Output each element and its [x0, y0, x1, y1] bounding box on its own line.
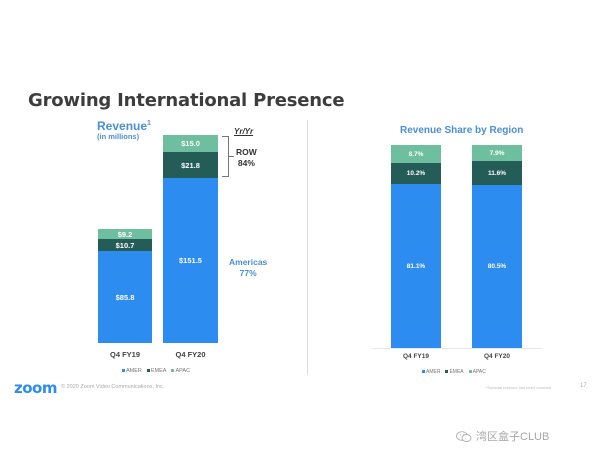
zoom-logo: zoom	[14, 379, 57, 397]
bar-segment-apac: $15.0	[163, 135, 218, 152]
bar-segment-amer: $151.5	[163, 178, 218, 343]
wechat-icon	[456, 430, 472, 442]
revenue-chart-title: Revenue1	[97, 119, 151, 133]
americas-growth-value: 77%	[239, 268, 257, 278]
legend-item-apac: APAC	[171, 368, 190, 374]
footnote-text: ¹Subtotal revenue has been rounded	[486, 385, 551, 390]
revenue-legend: AMER EMEA APAC	[122, 368, 190, 374]
row-bracket	[222, 136, 229, 177]
revenue-title-text: Revenue	[97, 119, 148, 133]
legend-item-amer: AMER	[122, 368, 142, 374]
revenue-bar-fy20: $15.0 $21.8 $151.5	[163, 135, 218, 343]
bar-segment-emea: 10.2%	[391, 163, 441, 184]
copyright-text: © 2020 Zoom Video Communications, Inc.	[61, 384, 165, 390]
watermark-text: 湾区盒子CLUB	[476, 431, 550, 443]
x-label-fy19: Q4 FY19	[402, 353, 429, 360]
page-number: 17	[580, 383, 587, 389]
bar-segment-amer: 80.5%	[472, 185, 522, 348]
bar-segment-apac: $9.2	[98, 229, 152, 239]
revenue-bar-fy19: $9.2 $10.7 $85.8	[98, 229, 152, 343]
legend-label: EMEA	[449, 369, 464, 375]
row-growth-value: 84%	[237, 158, 255, 168]
legend-swatch-apac	[171, 369, 175, 373]
x-label-fy20: Q4 FY20	[175, 350, 206, 359]
bar-segment-emea: 11.6%	[472, 161, 522, 185]
legend-item-emea: EMEA	[146, 368, 167, 374]
legend-swatch-emea	[146, 369, 150, 373]
legend-label: APAC	[175, 368, 191, 374]
legend-label: EMEA	[150, 368, 167, 374]
bar-segment-emea: $21.8	[163, 152, 218, 178]
americas-growth-label: Americas 77%	[229, 257, 267, 279]
row-growth-label: ROW 84%	[236, 147, 257, 169]
revenue-title-footnote-mark: 1	[147, 120, 151, 127]
x-label-fy19: Q4 FY19	[109, 350, 140, 359]
legend-swatch-emea	[445, 370, 449, 374]
slide-title: Growing International Presence	[28, 90, 345, 111]
legend-swatch-amer	[422, 370, 425, 374]
yryr-header: Yr/Yr	[234, 127, 254, 136]
americas-label-text: Americas	[229, 257, 268, 267]
share-chart-title: Revenue Share by Region	[400, 125, 524, 136]
legend-swatch-apac	[468, 370, 472, 374]
legend-label: AMER	[426, 369, 441, 375]
row-label-text: ROW	[236, 147, 257, 157]
share-bar-fy19: 8.7% 10.2% 81.1%	[391, 145, 441, 348]
x-label-fy20: Q4 FY20	[483, 353, 510, 360]
legend-swatch-amer	[122, 369, 125, 373]
legend-label: APAC	[472, 369, 486, 375]
legend-item-apac: APAC	[468, 369, 486, 375]
legend-item-amer: AMER	[422, 369, 440, 375]
bar-segment-emea: $10.7	[98, 239, 152, 251]
share-bar-fy20: 7.9% 11.6% 80.5%	[472, 145, 522, 348]
legend-item-emea: EMEA	[445, 369, 464, 375]
bar-segment-amer: $85.8	[98, 251, 152, 343]
share-legend: AMER EMEA APAC	[422, 369, 486, 375]
row-bracket-tick	[229, 156, 234, 157]
bar-segment-amer: 81.1%	[391, 184, 441, 348]
revenue-chart-subtitle: (in millions)	[97, 132, 140, 141]
bar-segment-apac: 7.9%	[472, 145, 522, 161]
section-divider	[307, 120, 308, 375]
share-chart-baseline	[372, 348, 542, 349]
legend-label: AMER	[126, 368, 142, 374]
bar-segment-apac: 8.7%	[391, 145, 441, 163]
watermark: 湾区盒子CLUB	[456, 428, 549, 444]
